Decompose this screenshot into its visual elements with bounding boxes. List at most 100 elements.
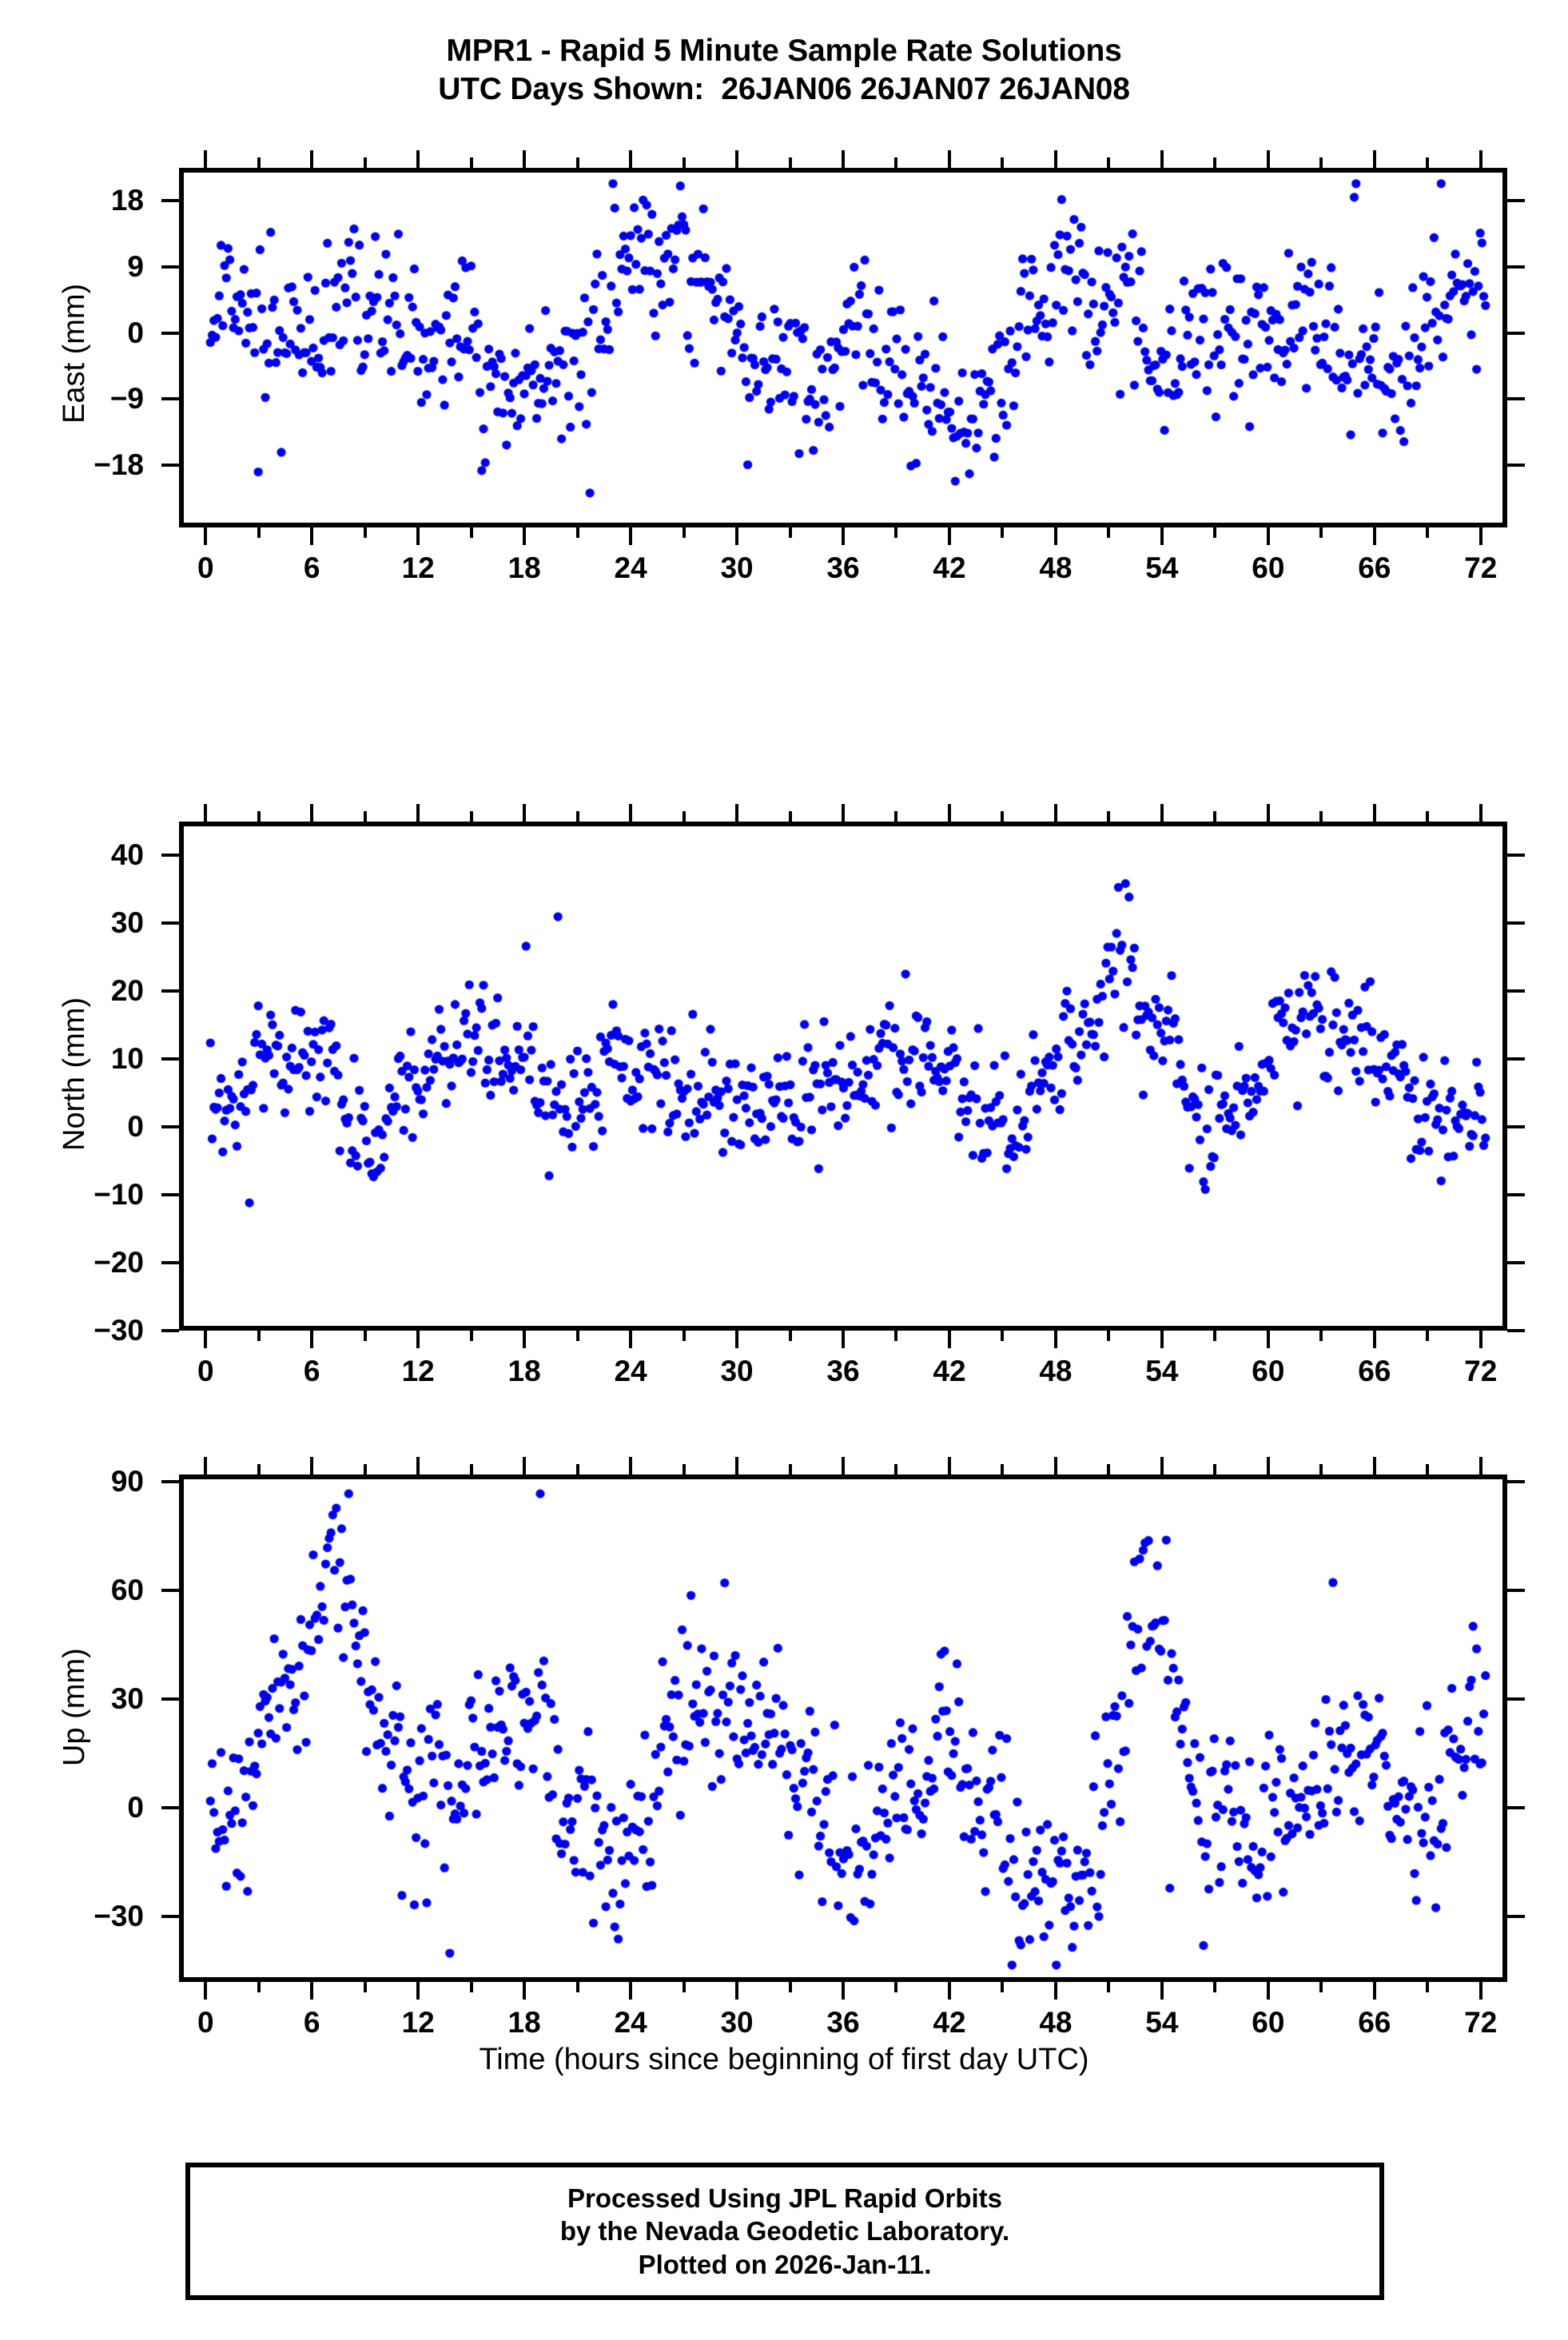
x-tick-minor-top — [1213, 811, 1217, 822]
y-tick-major-right — [1507, 1915, 1525, 1919]
plot-frame-east — [179, 168, 1507, 527]
y-tick-major — [161, 397, 179, 401]
x-tick-label: 6 — [303, 1355, 320, 1387]
y-tick-major — [161, 1057, 179, 1061]
x-tick-major-top — [735, 804, 739, 822]
x-tick-label: 36 — [826, 1355, 860, 1387]
x-tick-major-top — [735, 1457, 739, 1474]
x-tick-major-top — [416, 1457, 420, 1474]
x-tick-major-top — [629, 150, 633, 168]
x-tick-minor — [469, 1982, 473, 1992]
x-tick-minor-top — [682, 1464, 686, 1474]
x-tick-minor — [257, 527, 261, 538]
x-tick-minor-top — [1001, 157, 1005, 168]
y-tick-major — [161, 921, 179, 925]
plot-frame-up — [179, 1474, 1507, 1982]
x-tick-label: 72 — [1464, 551, 1498, 584]
x-tick-minor-top — [469, 1464, 473, 1474]
footer-line-2: by the Nevada Geodetic Laboratory. — [559, 2216, 1010, 2246]
y-tick-label: 0 — [127, 1791, 144, 1825]
x-tick-major-top — [204, 150, 208, 168]
x-tick-minor — [363, 1331, 367, 1341]
x-tick-minor — [1213, 1331, 1217, 1341]
x-tick-minor-top — [682, 157, 686, 168]
x-tick-major-top — [1478, 804, 1482, 822]
x-tick-minor — [894, 527, 898, 538]
title-line-1: MPR1 - Rapid 5 Minute Sample Rate Soluti… — [446, 34, 1122, 68]
x-tick-minor — [788, 527, 792, 538]
x-tick-label: 54 — [1145, 1355, 1179, 1387]
x-tick-minor-top — [1319, 157, 1323, 168]
x-tick-minor-top — [1107, 1464, 1111, 1474]
x-tick-label: 66 — [1358, 551, 1391, 584]
y-tick-major-right — [1507, 1057, 1525, 1061]
scatter-plot-east — [184, 173, 1502, 523]
x-tick-major-top — [523, 150, 527, 168]
x-tick-minor-top — [575, 157, 579, 168]
x-tick-major — [1160, 527, 1164, 545]
y-tick-label: 18 — [110, 184, 144, 217]
x-tick-major-top — [310, 1457, 314, 1474]
x-tick-major — [204, 527, 208, 545]
x-tick-minor-top — [1426, 1464, 1430, 1474]
x-tick-minor — [575, 1331, 579, 1341]
x-tick-label: 12 — [401, 2006, 435, 2039]
x-tick-minor-top — [1213, 1464, 1217, 1474]
y-tick-label: −30 — [94, 1314, 144, 1347]
x-tick-major-top — [1478, 150, 1482, 168]
x-tick-label: 18 — [507, 1355, 541, 1387]
x-tick-major-top — [1266, 804, 1270, 822]
x-tick-major — [1478, 1331, 1482, 1348]
x-tick-major — [735, 527, 739, 545]
x-tick-minor-top — [788, 157, 792, 168]
y-tick-label: 40 — [110, 838, 144, 872]
x-tick-minor — [1001, 1331, 1005, 1341]
x-tick-minor-top — [788, 811, 792, 822]
y-tick-major-right — [1507, 1329, 1525, 1332]
x-tick-major-top — [1053, 804, 1057, 822]
x-tick-label: 6 — [303, 2006, 320, 2039]
y-tick-label: 0 — [127, 316, 144, 349]
x-tick-major — [1478, 527, 1482, 545]
x-tick-minor-top — [1426, 157, 1430, 168]
x-tick-label: 48 — [1039, 2006, 1073, 2039]
y-tick-major-right — [1507, 854, 1525, 858]
x-tick-label: 60 — [1252, 2006, 1285, 2039]
x-tick-minor — [894, 1331, 898, 1341]
y-tick-major — [161, 1915, 179, 1919]
x-tick-minor — [1107, 1982, 1111, 1992]
x-tick-major — [629, 1982, 633, 2000]
x-tick-major — [947, 1331, 951, 1348]
y-tick-major-right — [1507, 1193, 1525, 1197]
x-tick-major-top — [1160, 1457, 1164, 1474]
x-tick-minor-top — [1001, 811, 1005, 822]
y-tick-major-right — [1507, 331, 1525, 335]
x-tick-minor-top — [1107, 157, 1111, 168]
y-axis-label-north: North (mm) — [58, 997, 91, 1151]
x-tick-major — [523, 527, 527, 545]
x-tick-minor — [1319, 527, 1323, 538]
x-tick-minor-top — [363, 157, 367, 168]
y-tick-major-right — [1507, 989, 1525, 993]
x-tick-minor-top — [682, 811, 686, 822]
x-tick-major-top — [1372, 1457, 1376, 1474]
y-tick-label: 9 — [127, 249, 144, 283]
panel-north — [179, 822, 1507, 1331]
x-tick-label: 30 — [720, 551, 754, 584]
y-tick-major-right — [1507, 1480, 1525, 1484]
x-tick-label: 72 — [1464, 1355, 1498, 1387]
x-tick-minor — [257, 1331, 261, 1341]
x-tick-minor — [1001, 527, 1005, 538]
x-tick-major-top — [204, 1457, 208, 1474]
x-tick-major-top — [1266, 1457, 1270, 1474]
x-tick-major-top — [1053, 150, 1057, 168]
x-tick-major — [416, 1331, 420, 1348]
x-tick-minor — [1426, 1331, 1430, 1341]
x-tick-major — [947, 1982, 951, 2000]
x-tick-major-top — [842, 804, 845, 822]
x-tick-major — [310, 1982, 314, 2000]
y-tick-label: −10 — [94, 1178, 144, 1212]
x-tick-major — [629, 1331, 633, 1348]
x-tick-minor — [788, 1331, 792, 1341]
x-tick-major — [1053, 1982, 1057, 2000]
